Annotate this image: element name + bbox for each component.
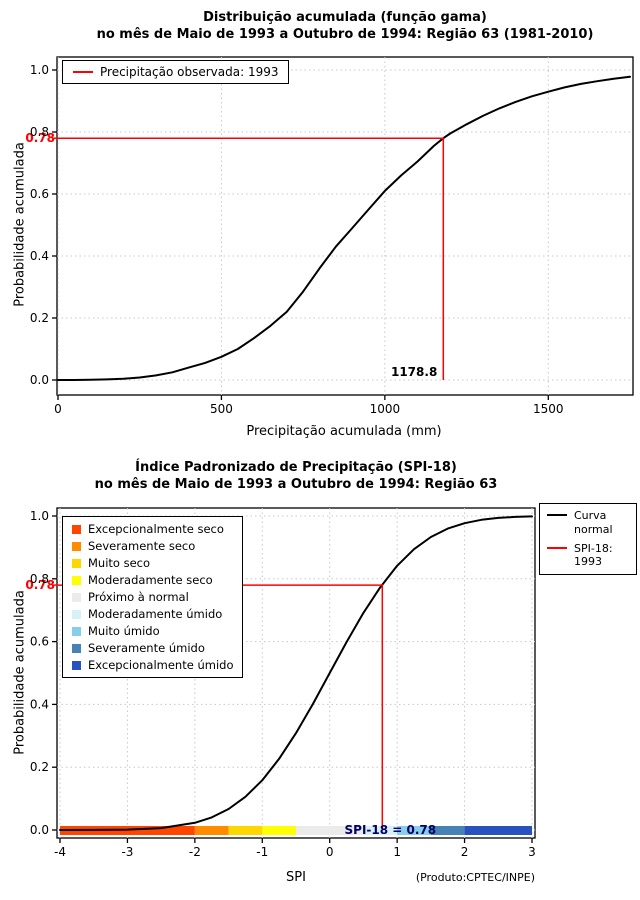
- spi-color-bar-segment: [296, 826, 364, 835]
- chart2-subtitle: no mês de Maio de 1993 a Outubro de 1994…: [94, 477, 498, 492]
- legend-label: Excepcionalmente úmido: [88, 658, 234, 672]
- spi-category-item: Moderadamente seco: [72, 573, 233, 587]
- y-tick-label: 0.8: [30, 572, 49, 586]
- spi-category-item: Muito seco: [72, 556, 233, 570]
- y-tick-label: 1.0: [30, 63, 49, 77]
- y-tick-label: 0.6: [30, 187, 49, 201]
- x-tick-label: 500: [210, 402, 233, 416]
- curva-normal: [59, 515, 533, 831]
- spi-cdf-chart: Índice Padronizado de Precipitação (SPI-…: [0, 450, 640, 900]
- plot-box: [56, 56, 634, 396]
- category-color-swatch: [72, 592, 81, 602]
- chart1-title-block: Distribuição acumulada (função gama) no …: [57, 9, 633, 43]
- spi-category-item: Excepcionalmente úmido: [72, 658, 233, 672]
- category-color-swatch: [72, 660, 81, 670]
- legend-item: SPI-18: 1993: [547, 542, 629, 570]
- legend-line-sample: [547, 546, 567, 549]
- x-tick-label: 0: [326, 845, 334, 859]
- legend-label: Precipitação observada: 1993: [100, 65, 279, 79]
- legend-item: Curva normal: [547, 509, 629, 537]
- category-color-swatch: [72, 541, 81, 551]
- y-tick-label: 1.0: [30, 509, 49, 523]
- y-tick-label: 0.4: [30, 249, 49, 263]
- legend-line-sample: [73, 71, 93, 73]
- chart2-title-block: Índice Padronizado de Precipitação (SPI-…: [57, 459, 535, 493]
- x-tick-label: 3: [528, 845, 536, 859]
- y-tick-label: 0.8: [30, 125, 49, 139]
- spi-color-bar-segment: [397, 826, 431, 835]
- x-tick-label: -2: [189, 845, 201, 859]
- spi-category-item: Próximo à normal: [72, 590, 233, 604]
- x-tick-label: -3: [121, 845, 133, 859]
- legend-label: Curva normal: [574, 509, 613, 536]
- observed-probability-label: 0.78: [25, 131, 55, 145]
- spi-color-bar-segment: [228, 826, 263, 835]
- y-tick-label: 0.2: [30, 760, 49, 774]
- x-tick-label: 1: [393, 845, 401, 859]
- chart1-title: Distribuição acumulada (função gama): [203, 10, 487, 25]
- gamma-cdf-chart: Distribuição acumulada (função gama) no …: [12, 9, 634, 439]
- chart2-title: Índice Padronizado de Precipitação (SPI-…: [135, 460, 457, 475]
- chart1-y-axis-label: Probabilidade acumulada: [12, 142, 28, 307]
- spi-category-item: Moderadamente úmido: [72, 607, 233, 621]
- observed-value-line: [57, 137, 445, 380]
- chart1-legend: Precipitação observada: 1993: [62, 60, 290, 84]
- x-tick-label: 0: [54, 402, 62, 416]
- spi-category-item: Excepcionalmente seco: [72, 522, 233, 536]
- observed-probability-label: 0.78: [25, 578, 55, 592]
- x-tick-label: 2: [461, 845, 469, 859]
- legend-label: Severamente úmido: [88, 641, 205, 655]
- chart2-x-axis-label: SPI: [286, 870, 306, 885]
- spi-category-item: Severamente seco: [72, 539, 233, 553]
- spi-value-label: SPI-18 = 0.78: [345, 823, 437, 837]
- x-tick-label: 1500: [533, 402, 564, 416]
- category-color-swatch: [72, 558, 81, 568]
- category-color-swatch: [72, 524, 81, 534]
- legend-label: Moderadamente úmido: [88, 607, 223, 621]
- chart2-series-legend: Curva normal SPI-18: 1993: [539, 503, 637, 575]
- spi-color-bar-segment: [464, 826, 532, 835]
- legend-label: Moderadamente seco: [88, 573, 213, 587]
- legend-label: Muito seco: [88, 556, 151, 570]
- spi-color-bar-segment: [262, 826, 296, 835]
- y-tick-label: 0.0: [30, 823, 49, 837]
- category-color-swatch: [72, 626, 81, 636]
- legend-label: Próximo à normal: [88, 590, 189, 604]
- y-tick-label: 0.6: [30, 635, 49, 649]
- spi-color-bar-segment: [194, 826, 229, 835]
- spi-color-bar-segment: [363, 826, 398, 835]
- chart1-x-axis-label: Precipitação acumulada (mm): [246, 424, 442, 439]
- category-color-swatch: [72, 575, 81, 585]
- legend-label: Muito úmido: [88, 624, 160, 638]
- legend-label: Excepcionalmente seco: [88, 522, 224, 536]
- spi-color-bar-segment: [430, 826, 465, 835]
- legend-label: SPI-18: 1993: [574, 541, 613, 569]
- chart1-subtitle: no mês de Maio de 1993 a Outubro de 1994…: [96, 27, 594, 42]
- legend-label: Severamente seco: [88, 539, 196, 553]
- x-tick-label: -4: [54, 845, 66, 859]
- spi-category-item: Severamente úmido: [72, 641, 233, 655]
- x-tick-label: 1000: [370, 402, 401, 416]
- spi-categories-legend: Excepcionalmente seco Severamente seco Mui…: [62, 516, 244, 678]
- chart2-y-axis-label: Probabilidade acumulada: [12, 590, 28, 755]
- product-credit: (Produto:CPTEC/INPE): [415, 871, 535, 884]
- observed-precip-label: 1178.8: [391, 365, 437, 379]
- y-tick-label: 0.2: [30, 311, 49, 325]
- y-tick-label: 0.4: [30, 697, 49, 711]
- y-tick-label: 0.0: [30, 373, 49, 387]
- category-color-swatch: [72, 643, 81, 653]
- curva-gama: [57, 75, 631, 381]
- category-color-swatch: [72, 609, 81, 619]
- x-tick-label: -1: [256, 845, 268, 859]
- legend-line-sample: [547, 514, 567, 516]
- spi-category-item: Muito úmido: [72, 624, 233, 638]
- legend-item: Precipitação observada: 1993: [73, 65, 278, 79]
